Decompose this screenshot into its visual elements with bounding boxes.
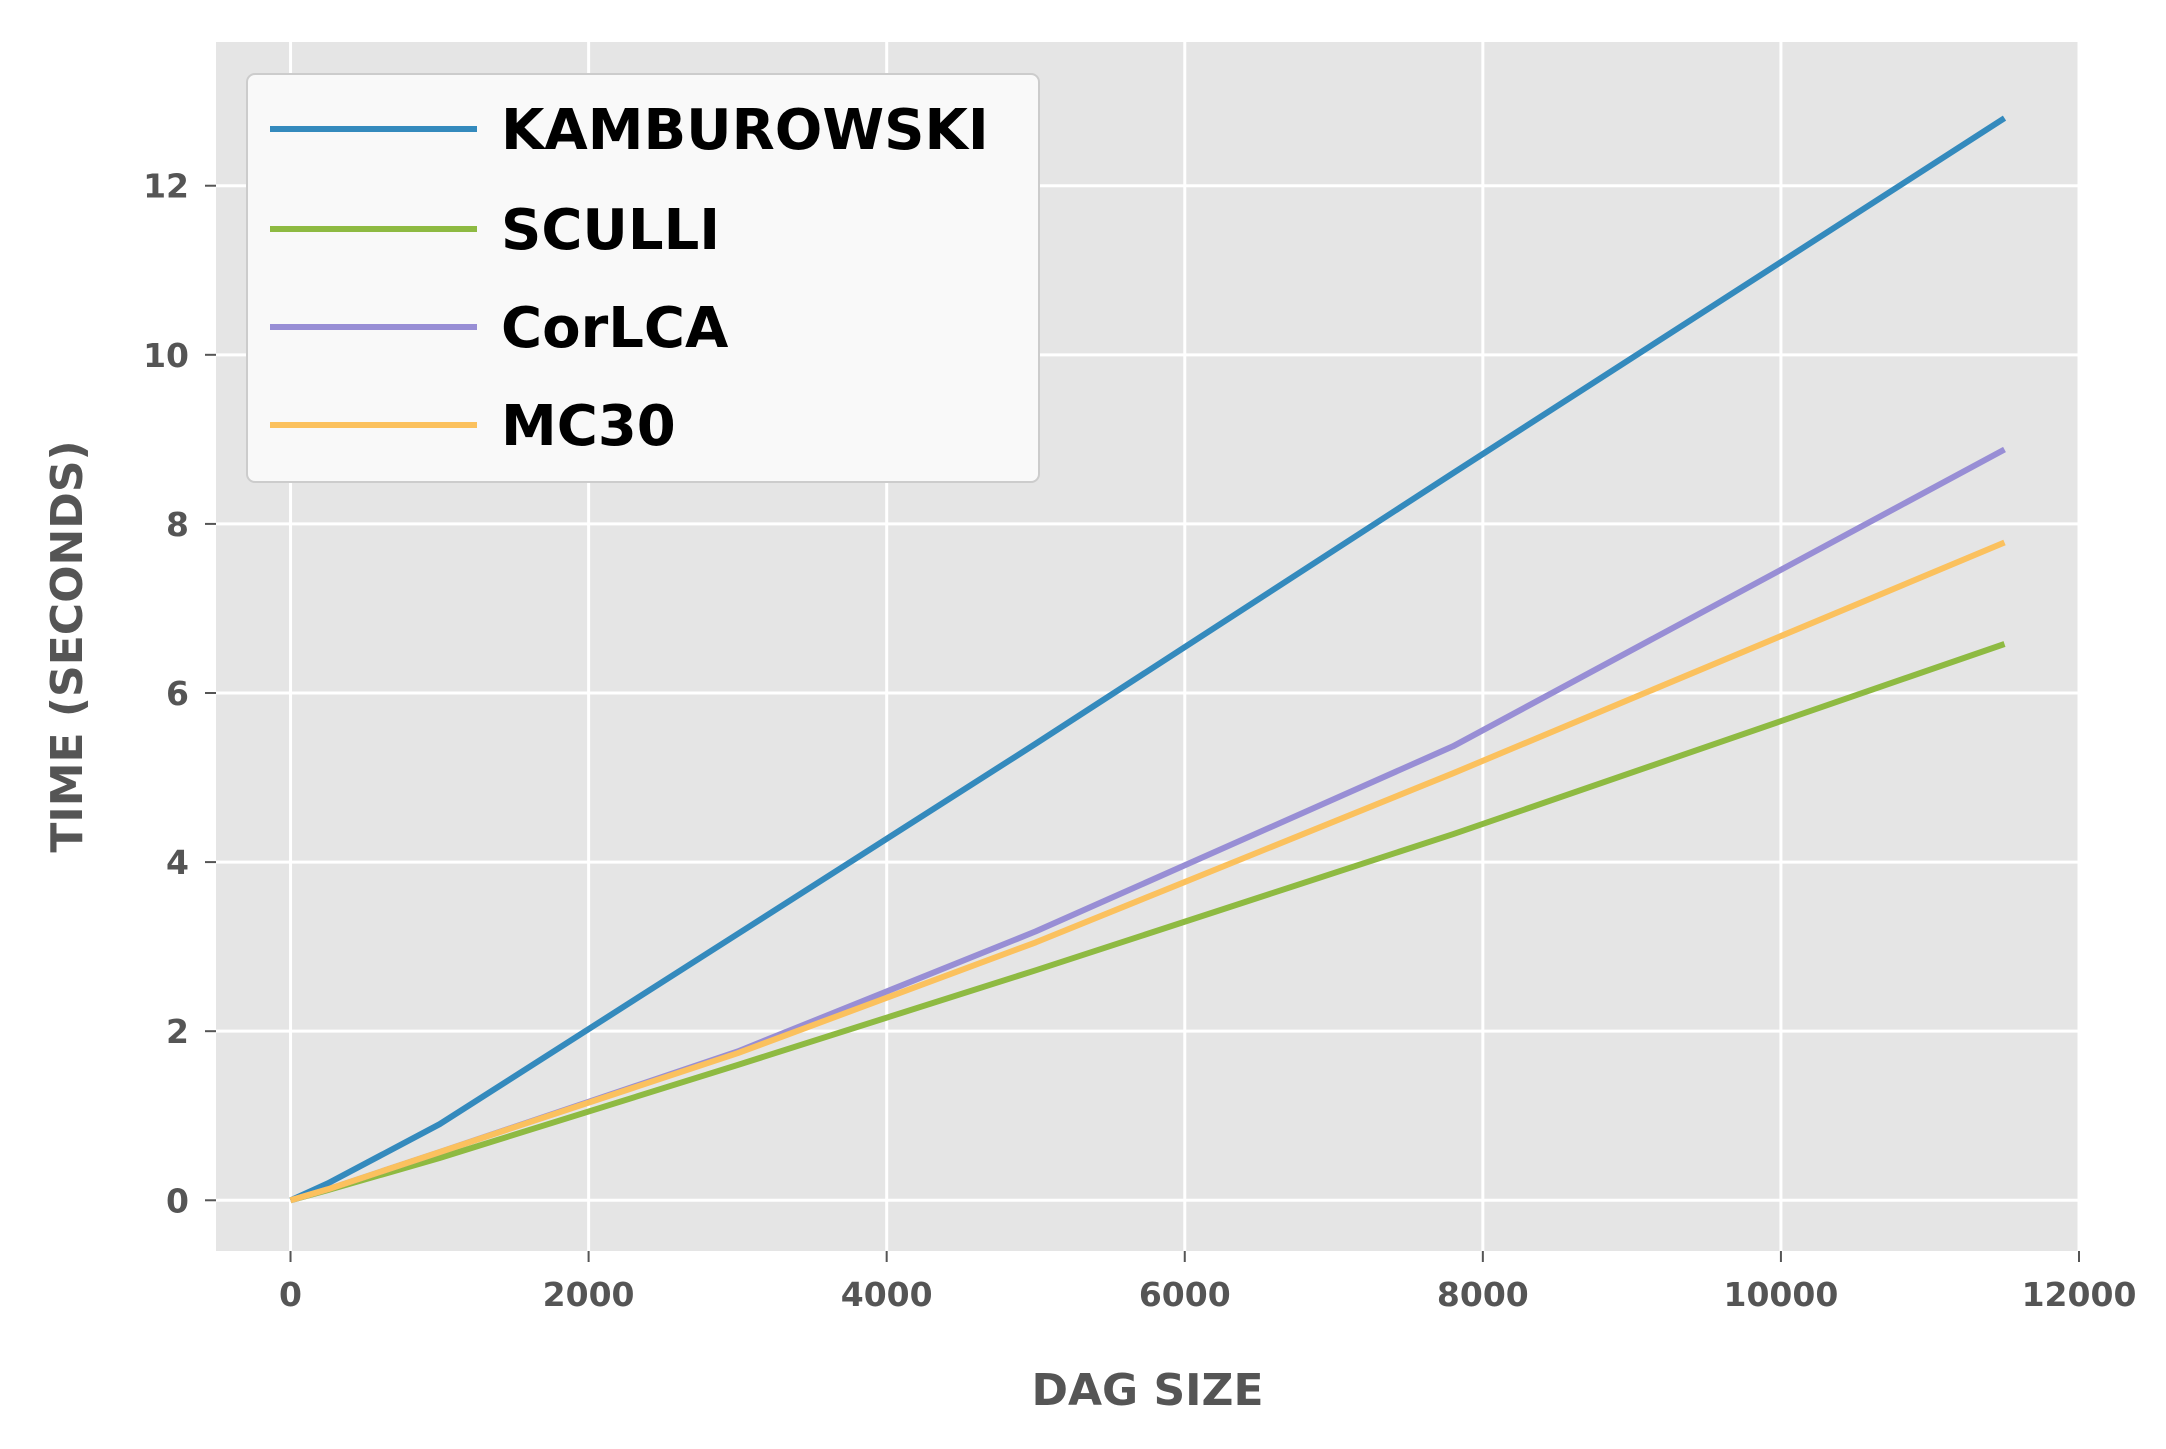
y-axis-label: TIME (SECONDS): [42, 440, 93, 852]
legend: KAMBUROWSKI SCULLI CorLCA MC30: [246, 73, 1040, 483]
x-tick-label: 0: [279, 1275, 302, 1314]
y-tick-label: 8: [166, 505, 189, 544]
x-tick-label: 12000: [2022, 1275, 2137, 1314]
x-tick-label: 6000: [1139, 1275, 1231, 1314]
series-line-mc30: [289, 539, 2006, 1204]
y-tick-label: 12: [143, 167, 189, 206]
x-tick-label: 2000: [543, 1275, 635, 1314]
series-lines: [289, 115, 2007, 1204]
x-tick-label: 4000: [841, 1275, 933, 1314]
legend-label: MC30: [501, 394, 676, 459]
y-tick-label: 6: [166, 674, 189, 713]
legend-label: SCULLI: [501, 198, 720, 263]
axis-ticks: 0 2000 4000 6000 8000 10000 12000 0 2 4 6 8 10 12: [143, 167, 2136, 1314]
y-tick-label: 4: [166, 843, 189, 882]
legend-label: KAMBUROWSKI: [501, 98, 989, 163]
x-axis-label: DAG SIZE: [1031, 1365, 1263, 1416]
legend-label: CorLCA: [501, 296, 729, 361]
x-tick-label: 8000: [1437, 1275, 1529, 1314]
legend-box: [246, 73, 1040, 483]
y-tick-label: 2: [166, 1012, 189, 1051]
y-tick-label: 0: [166, 1181, 189, 1220]
x-tick-label: 10000: [1724, 1275, 1839, 1314]
y-tick-label: 10: [143, 336, 189, 375]
series-line-kamburowski: [289, 115, 2007, 1204]
